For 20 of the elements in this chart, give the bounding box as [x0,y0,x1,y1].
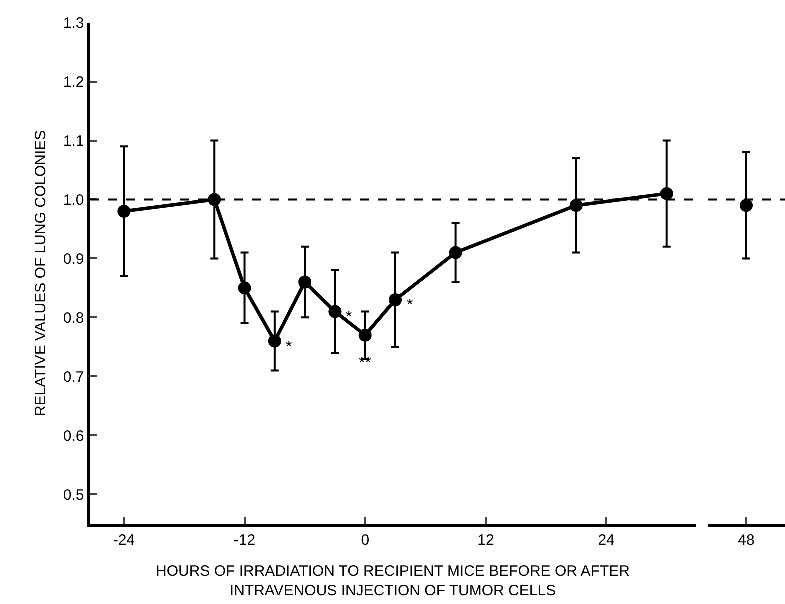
y-axis-title: RELATIVE VALUES OF LUNG COLONIES [32,130,50,417]
y-tick-label: 1.1 [63,133,84,150]
annotation: * [346,309,352,326]
x-tick-label: 24 [598,532,615,549]
y-tick-label: 0.8 [63,310,84,327]
annotation: * [286,339,292,356]
x-axis-title: HOURS OF IRRADIATION TO RECIPIENT MICE BEFORE OR AFTER INTRAVENOUS INJECTION OF TUMOR CELLS [156,562,630,600]
x-tick-label: -24 [113,532,136,549]
annotation: * [407,297,414,314]
x-tick-label: 0 [361,532,370,549]
y-tick-label: 0.9 [63,250,84,268]
y-tick-label: 0.6 [63,428,84,445]
y-tick-label: 1.2 [63,74,84,92]
x-tick-label: -12 [234,532,256,549]
y-tick-label: 1.0 [63,192,84,209]
x-tick-label: 48 [738,532,755,549]
y-tick-label: 1.3 [63,15,84,32]
y-tick-label: 0.5 [63,486,84,504]
y-tick-label: 0.7 [63,368,84,386]
x-tick-label: 12 [478,532,494,549]
